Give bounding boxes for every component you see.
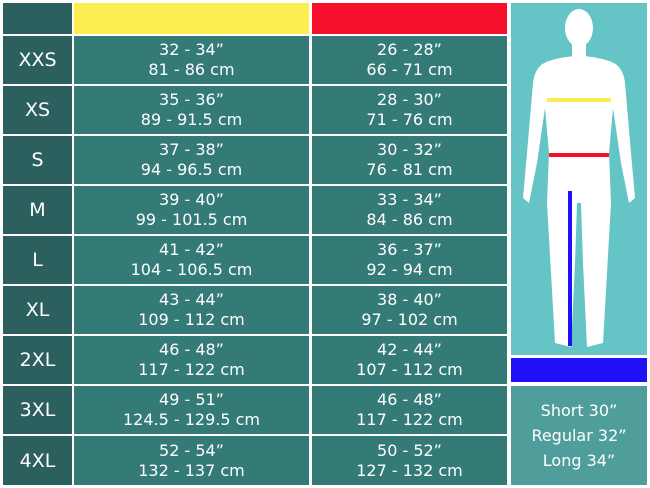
waist-cm: 117 - 122 cm: [356, 410, 463, 429]
chest-inches: 32 - 34”: [159, 40, 224, 59]
chest-cell: 32 - 34” 81 - 86 cm: [74, 36, 309, 84]
header-corner: [3, 3, 72, 34]
waist-cell: 38 - 40” 97 - 102 cm: [312, 286, 507, 334]
chest-inches: 46 - 48”: [159, 340, 224, 359]
chest-inches: 49 - 51”: [159, 390, 224, 409]
chest-cm: 89 - 91.5 cm: [140, 110, 243, 129]
inseam-color-bar: [511, 358, 647, 382]
inseam-regular: Regular 32”: [531, 426, 627, 445]
chest-inches: 41 - 42”: [159, 240, 224, 259]
waist-cell: 30 - 32” 76 - 81 cm: [312, 136, 507, 184]
chest-cm: 104 - 106.5 cm: [130, 260, 253, 279]
waist-inches: 30 - 32”: [377, 140, 442, 159]
chest-cell: 39 - 40” 99 - 101.5 cm: [74, 186, 309, 234]
chest-color-header: [74, 3, 309, 34]
chest-cell: 35 - 36” 89 - 91.5 cm: [74, 86, 309, 134]
waist-cell: 26 - 28” 66 - 71 cm: [312, 36, 507, 84]
waist-cm: 71 - 76 cm: [366, 110, 453, 129]
chest-inches: 37 - 38”: [159, 140, 224, 159]
inseam-lengths: Short 30” Regular 32” Long 34”: [511, 386, 647, 485]
chest-cell: 49 - 51” 124.5 - 129.5 cm: [74, 386, 309, 434]
waist-cell: 42 - 44” 107 - 112 cm: [312, 336, 507, 384]
waist-cell: 28 - 30” 71 - 76 cm: [312, 86, 507, 134]
chest-cell: 43 - 44” 109 - 112 cm: [74, 286, 309, 334]
waist-cell: 50 - 52” 127 - 132 cm: [312, 436, 507, 485]
chest-inches: 43 - 44”: [159, 290, 224, 309]
size-label: 2XL: [3, 336, 72, 384]
chest-cm: 132 - 137 cm: [138, 460, 245, 480]
waist-inches: 46 - 48”: [377, 390, 442, 409]
waist-inches: 50 - 52”: [377, 440, 442, 460]
chest-cell: 46 - 48” 117 - 122 cm: [74, 336, 309, 384]
size-label: 3XL: [3, 386, 72, 434]
waist-inches: 36 - 37”: [377, 240, 442, 259]
waist-cm: 76 - 81 cm: [366, 160, 453, 179]
waist-cm: 66 - 71 cm: [366, 60, 453, 79]
size-label: M: [3, 186, 72, 234]
chest-cell: 41 - 42” 104 - 106.5 cm: [74, 236, 309, 284]
waist-line: [549, 153, 609, 157]
chest-cell: 52 - 54” 132 - 137 cm: [74, 436, 309, 485]
chest-inches: 35 - 36”: [159, 90, 224, 109]
waist-inches: 42 - 44”: [377, 340, 442, 359]
waist-cm: 107 - 112 cm: [356, 360, 463, 379]
waist-cell: 46 - 48” 117 - 122 cm: [312, 386, 507, 434]
inseam-short: Short 30”: [540, 401, 618, 420]
waist-inches: 28 - 30”: [377, 90, 442, 109]
size-label: XXS: [3, 36, 72, 84]
inseam-long: Long 34”: [542, 451, 616, 470]
inseam-line: [568, 191, 572, 346]
chest-inches: 52 - 54”: [159, 440, 224, 460]
size-label: S: [3, 136, 72, 184]
chest-cm: 109 - 112 cm: [138, 310, 245, 329]
size-label: 4XL: [3, 436, 72, 485]
body-figure: [511, 3, 647, 355]
waist-cell: 36 - 37” 92 - 94 cm: [312, 236, 507, 284]
body-silhouette-icon: [523, 9, 635, 347]
size-label: XL: [3, 286, 72, 334]
waist-cell: 33 - 34” 84 - 86 cm: [312, 186, 507, 234]
waist-cm: 84 - 86 cm: [366, 210, 453, 229]
size-label: XS: [3, 86, 72, 134]
chest-cm: 124.5 - 129.5 cm: [122, 410, 261, 429]
chest-cm: 81 - 86 cm: [148, 60, 235, 79]
chest-cm: 94 - 96.5 cm: [140, 160, 243, 179]
waist-color-header: [312, 3, 507, 34]
chest-cm: 117 - 122 cm: [138, 360, 245, 379]
waist-inches: 38 - 40”: [377, 290, 442, 309]
size-label: L: [3, 236, 72, 284]
waist-cm: 127 - 132 cm: [356, 460, 463, 480]
chest-cm: 99 - 101.5 cm: [135, 210, 248, 229]
waist-inches: 33 - 34”: [377, 190, 442, 209]
chest-line: [547, 98, 611, 102]
waist-cm: 97 - 102 cm: [361, 310, 458, 329]
waist-inches: 26 - 28”: [377, 40, 442, 59]
waist-cm: 92 - 94 cm: [366, 260, 453, 279]
chest-inches: 39 - 40”: [159, 190, 224, 209]
chest-cell: 37 - 38” 94 - 96.5 cm: [74, 136, 309, 184]
